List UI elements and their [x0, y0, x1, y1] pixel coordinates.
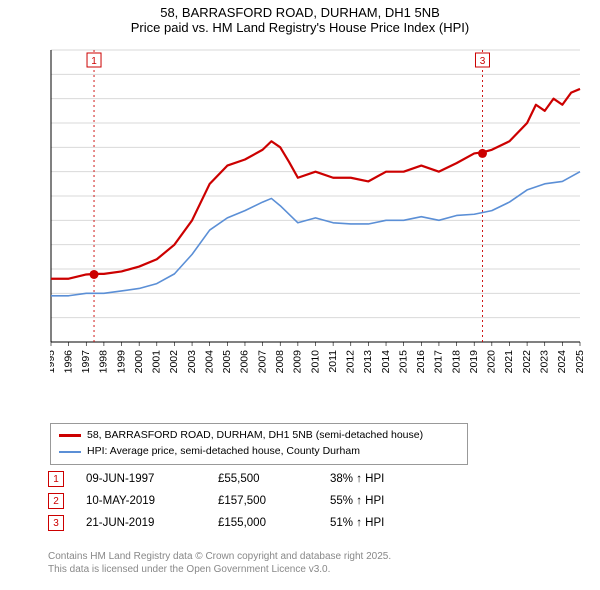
legend-swatch [59, 434, 81, 437]
sale-date: 09-JUN-1997 [86, 473, 196, 485]
svg-text:2011: 2011 [327, 350, 339, 373]
svg-text:2013: 2013 [362, 350, 374, 374]
legend-item: 58, BARRASFORD ROAD, DURHAM, DH1 5NB (se… [59, 428, 459, 444]
svg-text:1999: 1999 [115, 350, 127, 374]
title-address: 58, BARRASFORD ROAD, DURHAM, DH1 5NB [0, 5, 600, 20]
sales-table: 1 09-JUN-1997 £55,500 38% ↑ HPI 2 10-MAY-2019… [48, 468, 420, 534]
svg-text:2002: 2002 [168, 350, 180, 374]
footer-line2: This data is licensed under the Open Gov… [48, 563, 391, 576]
svg-text:2010: 2010 [309, 350, 321, 374]
svg-text:1998: 1998 [98, 350, 110, 374]
svg-text:2017: 2017 [433, 350, 445, 374]
sale-diff: 51% ↑ HPI [330, 517, 420, 529]
svg-text:3: 3 [480, 56, 486, 67]
svg-text:2008: 2008 [274, 350, 286, 374]
svg-text:2024: 2024 [556, 350, 568, 374]
svg-text:1: 1 [91, 56, 97, 67]
svg-text:2004: 2004 [203, 350, 215, 374]
sale-marker-box: 3 [48, 515, 64, 531]
svg-text:2025: 2025 [574, 350, 585, 374]
sale-price: £155,000 [218, 517, 308, 529]
legend-label: 58, BARRASFORD ROAD, DURHAM, DH1 5NB (se… [87, 428, 423, 444]
chart-container: 58, BARRASFORD ROAD, DURHAM, DH1 5NB Pri… [0, 0, 600, 590]
legend: 58, BARRASFORD ROAD, DURHAM, DH1 5NB (se… [50, 423, 468, 465]
sale-date: 10-MAY-2019 [86, 495, 196, 507]
svg-text:2003: 2003 [186, 350, 198, 374]
title-block: 58, BARRASFORD ROAD, DURHAM, DH1 5NB Pri… [0, 0, 600, 35]
svg-text:2015: 2015 [397, 350, 409, 374]
price-chart: £0£20K£40K£60K£80K£100K£120K£140K£160K£1… [50, 45, 585, 380]
svg-text:2020: 2020 [486, 350, 498, 374]
legend-item: HPI: Average price, semi-detached house,… [59, 444, 459, 460]
svg-text:2009: 2009 [292, 350, 304, 374]
footer-attribution: Contains HM Land Registry data © Crown c… [48, 550, 391, 576]
svg-text:2018: 2018 [450, 350, 462, 374]
svg-text:1995: 1995 [50, 350, 57, 374]
legend-swatch [59, 451, 81, 453]
sale-marker-box: 2 [48, 493, 64, 509]
sale-diff: 38% ↑ HPI [330, 473, 420, 485]
svg-text:1997: 1997 [80, 350, 92, 374]
sale-price: £55,500 [218, 473, 308, 485]
sale-row: 1 09-JUN-1997 £55,500 38% ↑ HPI [48, 468, 420, 490]
sale-diff: 55% ↑ HPI [330, 495, 420, 507]
svg-text:2006: 2006 [239, 350, 251, 374]
sale-price: £157,500 [218, 495, 308, 507]
svg-text:1996: 1996 [62, 350, 74, 374]
svg-text:2000: 2000 [133, 350, 145, 374]
sale-date: 21-JUN-2019 [86, 517, 196, 529]
svg-text:2016: 2016 [415, 350, 427, 374]
legend-label: HPI: Average price, semi-detached house,… [87, 444, 360, 460]
svg-text:2023: 2023 [539, 350, 551, 374]
svg-text:2019: 2019 [468, 350, 480, 374]
svg-text:2014: 2014 [380, 350, 392, 374]
sale-marker-box: 1 [48, 471, 64, 487]
footer-line1: Contains HM Land Registry data © Crown c… [48, 550, 391, 563]
svg-text:2007: 2007 [256, 350, 268, 374]
svg-text:2012: 2012 [345, 350, 357, 374]
svg-text:2001: 2001 [151, 350, 163, 374]
svg-text:2022: 2022 [521, 350, 533, 374]
svg-text:2021: 2021 [503, 350, 515, 374]
sale-row: 3 21-JUN-2019 £155,000 51% ↑ HPI [48, 512, 420, 534]
sale-row: 2 10-MAY-2019 £157,500 55% ↑ HPI [48, 490, 420, 512]
svg-text:2005: 2005 [221, 350, 233, 374]
title-subtitle: Price paid vs. HM Land Registry's House … [0, 20, 600, 35]
